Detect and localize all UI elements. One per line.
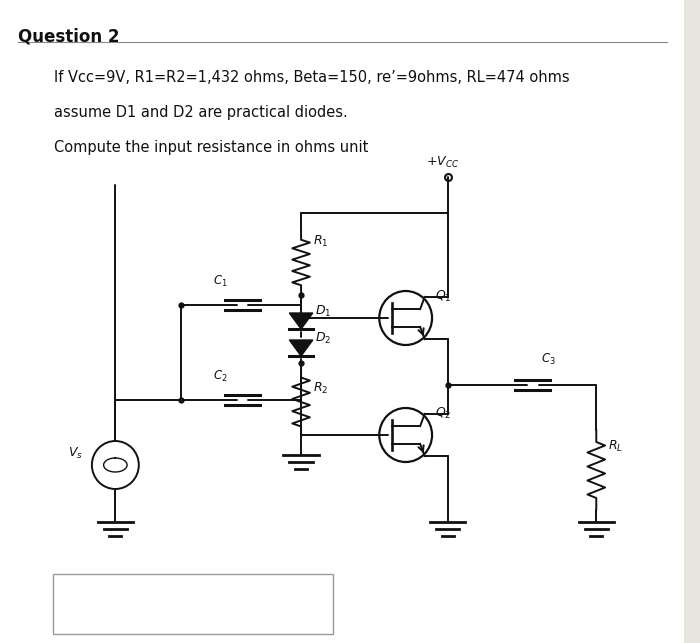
- Text: $R_1$: $R_1$: [313, 234, 328, 249]
- Text: $C_2$: $C_2$: [213, 369, 228, 384]
- Text: Question 2: Question 2: [18, 28, 119, 46]
- Text: $D_2$: $D_2$: [315, 331, 331, 346]
- Polygon shape: [289, 313, 313, 329]
- Text: $V_s$: $V_s$: [69, 446, 83, 461]
- Text: $+V_{CC}$: $+V_{CC}$: [426, 155, 459, 170]
- FancyBboxPatch shape: [0, 0, 685, 643]
- Text: assume D1 and D2 are practical diodes.: assume D1 and D2 are practical diodes.: [54, 105, 347, 120]
- Text: Compute the input resistance in ohms unit: Compute the input resistance in ohms uni…: [54, 140, 368, 155]
- Text: $C_1$: $C_1$: [213, 274, 228, 289]
- Text: $Q_2$: $Q_2$: [435, 406, 452, 421]
- Text: $Q_1$: $Q_1$: [435, 289, 452, 304]
- Text: $R_2$: $R_2$: [313, 381, 328, 396]
- Text: $C_3$: $C_3$: [540, 352, 555, 367]
- Text: $R_L$: $R_L$: [608, 439, 623, 454]
- FancyBboxPatch shape: [52, 574, 333, 634]
- Text: $D_1$: $D_1$: [315, 304, 331, 319]
- Text: If Vcc=9V, R1=R2=1,432 ohms, Beta=150, re’=9ohms, RL=474 ohms: If Vcc=9V, R1=R2=1,432 ohms, Beta=150, r…: [54, 70, 569, 85]
- Polygon shape: [289, 340, 313, 356]
